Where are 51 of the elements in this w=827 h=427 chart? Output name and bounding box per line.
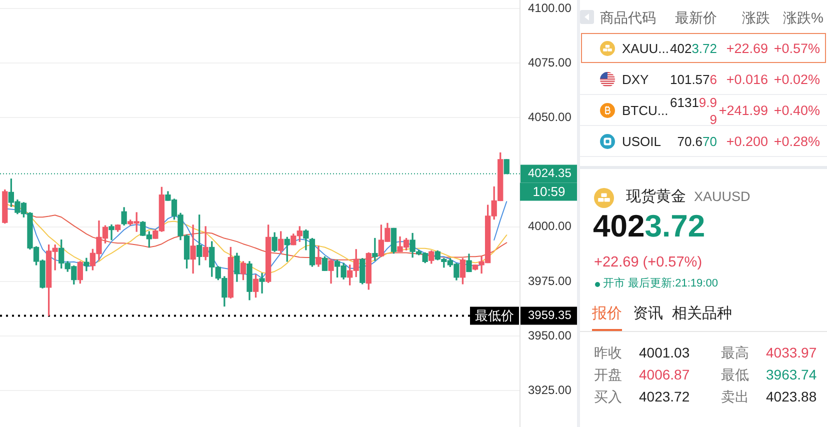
text: 4001.03 xyxy=(639,344,690,361)
text: 101.576 xyxy=(670,72,717,87)
text: 涨跌 xyxy=(742,10,770,26)
text: 最低 xyxy=(721,366,749,383)
text: 最高 xyxy=(721,344,749,361)
text: 4033.97 xyxy=(766,344,817,361)
text: 4023.72 xyxy=(593,208,706,244)
text: XAUU... xyxy=(622,40,669,56)
text: +0.28% xyxy=(774,133,820,148)
text: 卖出 xyxy=(721,388,749,405)
text: +241.99 xyxy=(718,102,768,118)
text: 资讯 xyxy=(633,305,663,322)
text: 开盘 xyxy=(594,366,622,383)
text: 最新价 xyxy=(675,10,717,26)
text: +0.40% xyxy=(774,102,820,118)
text: 4023.72 xyxy=(639,388,690,405)
text: 61319.99 xyxy=(670,94,717,126)
y-tick-label: 3975.00 xyxy=(528,274,572,288)
text: +0.016 xyxy=(726,71,768,86)
text: 现货黄金 xyxy=(626,188,686,205)
text: +22.69 (+0.57%) xyxy=(594,254,702,270)
text: 相关品种 xyxy=(672,305,732,322)
text: +0.57% xyxy=(774,40,820,56)
y-tick-label: 4075.00 xyxy=(528,55,572,70)
text: 开市 最后更新:21:19:00 xyxy=(603,277,718,290)
ref-line-label: 最低价 xyxy=(475,308,514,323)
text: 10:59 xyxy=(532,184,566,199)
y-tick-label: 4050.00 xyxy=(528,110,572,124)
text: 昨收 xyxy=(594,344,622,361)
text: 70.670 xyxy=(677,134,717,149)
text: USOIL xyxy=(622,134,662,149)
y-tick-label: 3959.35 xyxy=(528,308,572,322)
y-tick-label: 4000.00 xyxy=(528,219,572,234)
text: 买入 xyxy=(594,388,622,405)
text: +0.02% xyxy=(774,71,820,86)
text: 4006.87 xyxy=(639,366,690,383)
y-tick-label: 3925.00 xyxy=(528,383,572,398)
text: 4023.88 xyxy=(766,388,817,405)
text: 4023.72 xyxy=(670,40,717,56)
text: DXY xyxy=(622,72,649,87)
text: 3963.74 xyxy=(766,366,817,383)
text: 涨跌% xyxy=(783,10,824,26)
text: +0.200 xyxy=(726,133,768,148)
y-tick-label: 3950.00 xyxy=(528,328,572,342)
text: XAUUSD xyxy=(694,188,750,204)
y-tick-label: 4100.00 xyxy=(528,0,572,15)
text: 商品代码 xyxy=(600,10,656,26)
text: 报价 xyxy=(592,305,622,322)
text: +22.69 xyxy=(726,40,768,56)
text: BTCU... xyxy=(622,102,668,118)
y-tick-label: 4024.35 xyxy=(528,166,572,180)
